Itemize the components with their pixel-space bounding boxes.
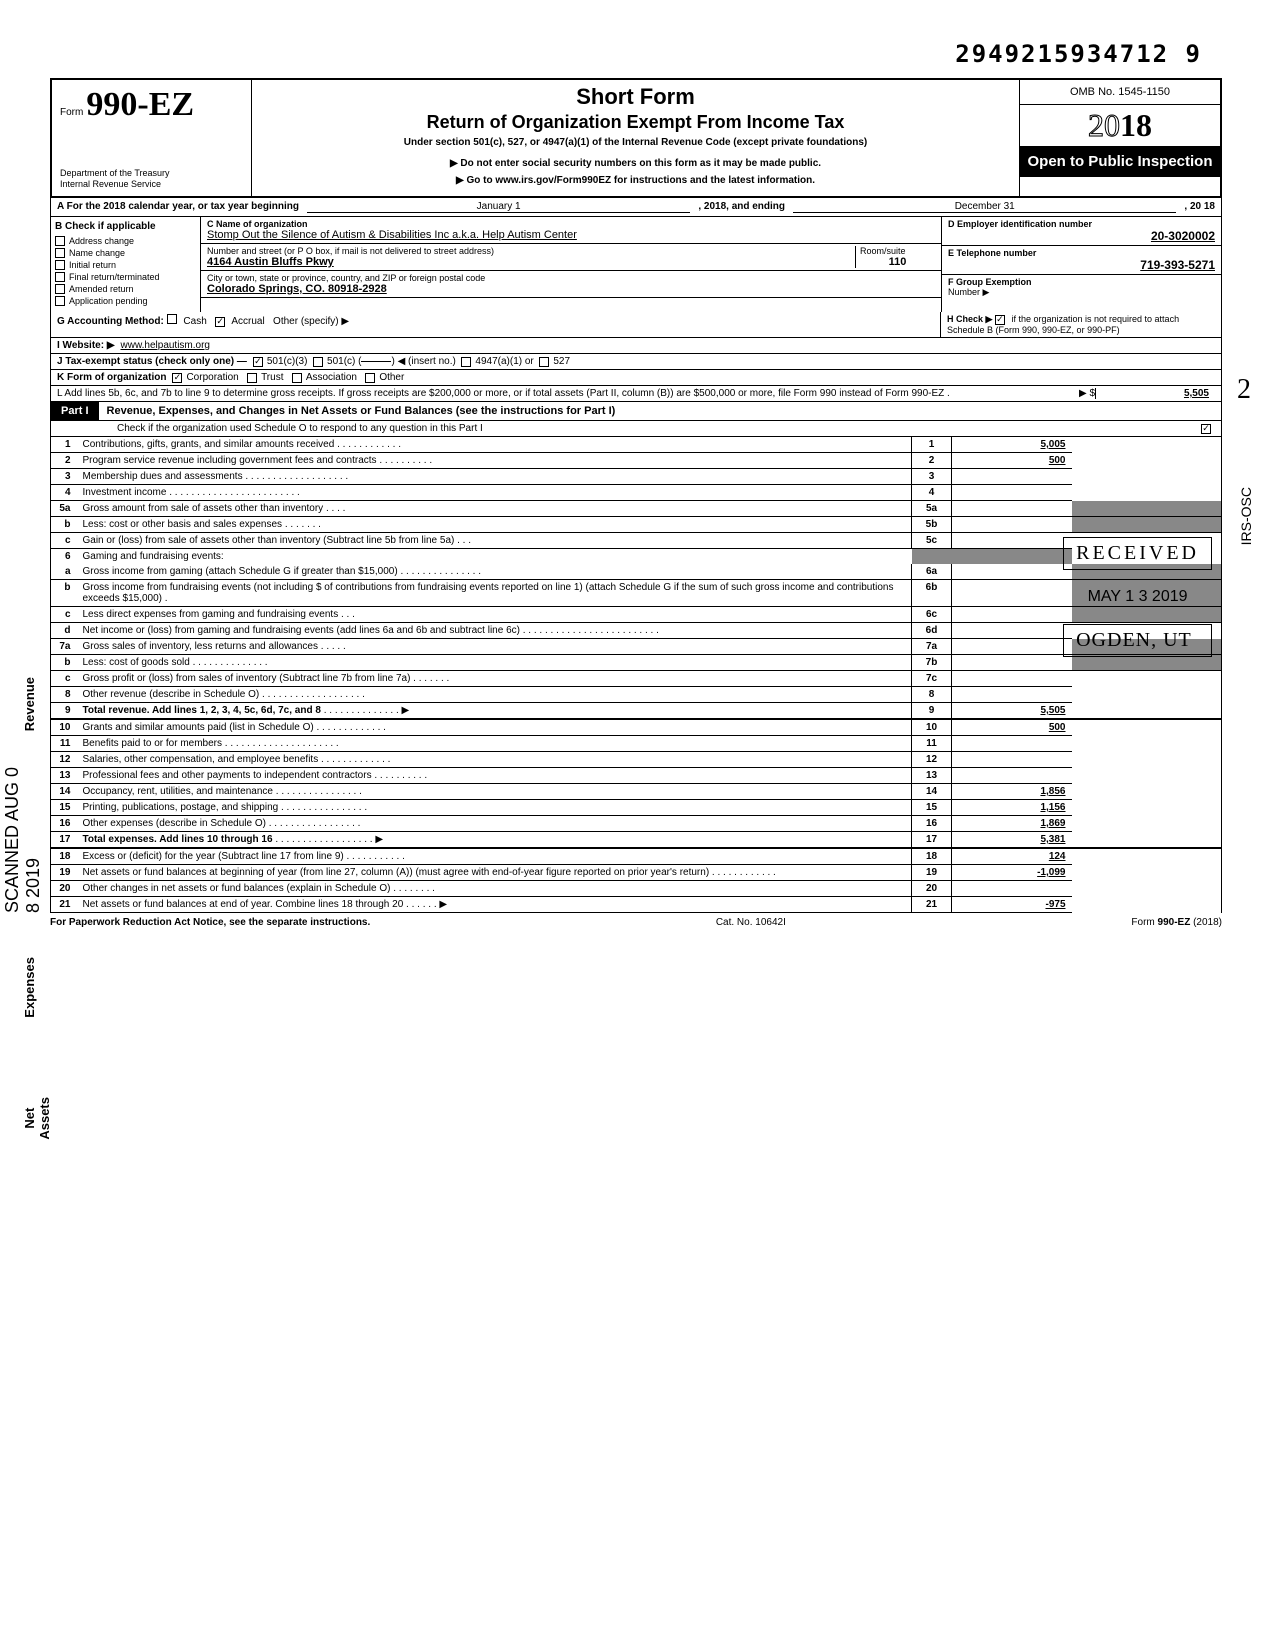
chk-other-org[interactable]	[365, 373, 375, 383]
row-l-gross-receipts: L Add lines 5b, 6c, and 7b to line 9 to …	[50, 386, 1222, 402]
return-title: Return of Organization Exempt From Incom…	[262, 112, 1009, 133]
chk-accrual[interactable]: ✓	[215, 317, 225, 327]
addr-label: Number and street (or P O box, if mail i…	[207, 246, 855, 256]
chk-501c3[interactable]: ✓	[253, 357, 263, 367]
phone-label: E Telephone number	[948, 248, 1215, 258]
city-label: City or town, state or province, country…	[207, 273, 935, 283]
tax-year: 2018	[1020, 105, 1220, 147]
chk-schedule-o[interactable]: ✓	[1201, 424, 1211, 434]
form-label: Form	[60, 107, 83, 118]
stamp-date: MAY 1 3 2019	[1063, 588, 1212, 606]
form-header: Form 990-EZ Department of the Treasury I…	[50, 78, 1222, 198]
footer-cat: Cat. No. 10642I	[716, 917, 786, 928]
phone-value: 719-393-5271	[948, 258, 1215, 272]
chk-527[interactable]	[539, 357, 549, 367]
chk-cash[interactable]	[167, 314, 177, 324]
chk-final-return[interactable]	[55, 272, 65, 282]
addr-value: 4164 Austin Bluffs Pkwy	[207, 256, 855, 268]
scanned-stamp: SCANNED AUG 0 8 2019	[2, 757, 44, 913]
col-b-checkboxes: B Check if applicable Address change Nam…	[51, 217, 201, 312]
chk-association[interactable]	[292, 373, 302, 383]
omb-number: OMB No. 1545-1150	[1020, 80, 1220, 105]
row-i-website: I Website: ▶ www.helpautism.org	[50, 338, 1222, 354]
room-value: 110	[860, 256, 935, 268]
side-net-assets: Net Assets	[22, 1097, 52, 1140]
document-number: 2949215934712 9	[50, 40, 1222, 68]
org-name-value: Stomp Out the Silence of Autism & Disabi…	[207, 229, 935, 241]
chk-address-change[interactable]	[55, 236, 65, 246]
row-a-tax-year: A For the 2018 calendar year, or tax yea…	[50, 198, 1222, 217]
group-exemption-label: F Group Exemption	[948, 277, 1215, 287]
chk-501c[interactable]	[313, 357, 323, 367]
side-expenses: Expenses	[22, 957, 37, 1018]
footer-left: For Paperwork Reduction Act Notice, see …	[50, 917, 370, 928]
lines-table: 1Contributions, gifts, grants, and simil…	[50, 437, 1222, 913]
side-revenue: Revenue	[22, 677, 37, 731]
goto-url: ▶ Go to www.irs.gov/Form990EZ for instru…	[262, 175, 1009, 186]
website-value: www.helpautism.org	[121, 340, 210, 351]
city-value: Colorado Springs, CO. 80918-2928	[207, 283, 935, 295]
ein-label: D Employer identification number	[948, 219, 1215, 229]
ssn-warning: ▶ Do not enter social security numbers o…	[262, 158, 1009, 169]
room-label: Room/suite	[860, 246, 935, 256]
ein-value: 20-3020002	[948, 229, 1215, 243]
stamp-received: RECEIVED	[1063, 537, 1212, 570]
chk-trust[interactable]	[247, 373, 257, 383]
h-label: H Check ▶	[947, 314, 992, 324]
margin-note-2: 2	[1237, 374, 1251, 406]
row-k-org-form: K Form of organization ✓ Corporation Tru…	[50, 370, 1222, 386]
chk-4947[interactable]	[461, 357, 471, 367]
chk-name-change[interactable]	[55, 248, 65, 258]
chk-app-pending[interactable]	[55, 296, 65, 306]
dept-irs: Internal Revenue Service	[60, 179, 243, 190]
part1-header: Part I Revenue, Expenses, and Changes in…	[50, 402, 1222, 421]
short-form-title: Short Form	[262, 84, 1009, 110]
org-name-label: C Name of organization	[207, 219, 935, 229]
gross-receipts-value: 5,505	[1095, 388, 1215, 399]
form-number: 990-EZ	[86, 86, 194, 123]
stamp-ogden: OGDEN, UT	[1063, 624, 1212, 657]
chk-corporation[interactable]: ✓	[172, 373, 182, 383]
row-j-tax-status: J Tax-exempt status (check only one) — ✓…	[50, 354, 1222, 370]
page-footer: For Paperwork Reduction Act Notice, see …	[50, 913, 1222, 932]
open-to-public: Open to Public Inspection	[1020, 147, 1220, 177]
irs-osc-label: IRS-OSC	[1238, 487, 1254, 545]
schedule-o-check: Check if the organization used Schedule …	[50, 421, 1222, 437]
dept-treasury: Department of the Treasury	[60, 168, 243, 179]
info-grid: B Check if applicable Address change Nam…	[50, 217, 1222, 312]
under-section: Under section 501(c), 527, or 4947(a)(1)…	[262, 137, 1009, 148]
group-exemption-number: Number ▶	[948, 287, 1215, 298]
chk-initial-return[interactable]	[55, 260, 65, 270]
chk-amended[interactable]	[55, 284, 65, 294]
footer-form: Form 990-EZ (2018)	[1131, 917, 1222, 928]
accounting-method-label: G Accounting Method:	[57, 316, 164, 327]
chk-schedule-b[interactable]: ✓	[995, 315, 1005, 325]
